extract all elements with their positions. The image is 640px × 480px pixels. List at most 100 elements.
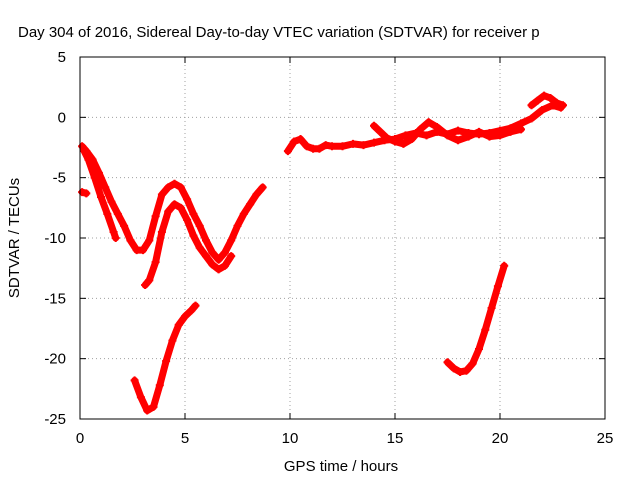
data-series (80, 147, 120, 242)
data-point (370, 121, 378, 130)
data-point (464, 132, 473, 141)
data-point (174, 320, 183, 329)
data-point (111, 234, 120, 242)
data-point (103, 209, 112, 218)
data-point (149, 402, 158, 411)
data-series (78, 142, 267, 264)
data-point (462, 366, 471, 375)
data-point (559, 101, 567, 110)
data-point (183, 195, 192, 204)
data-point (376, 127, 385, 136)
data-point (157, 227, 166, 236)
data-point (157, 190, 166, 199)
data-point (246, 200, 255, 209)
grid (80, 57, 605, 419)
data-point (359, 141, 368, 150)
y-tick-label: -15 (44, 290, 66, 307)
data-point (151, 212, 160, 221)
data-series (443, 261, 509, 376)
data-point (391, 137, 399, 146)
data-point (189, 231, 198, 240)
y-tick-label: -25 (44, 411, 66, 428)
data-point (195, 221, 204, 230)
data-point (290, 137, 299, 146)
series-band (78, 142, 267, 264)
data-point (546, 94, 555, 103)
data-point (202, 236, 210, 245)
data-point (145, 236, 154, 245)
data-series (370, 118, 525, 148)
y-axis-label: SDTVAR / TECUs (6, 178, 23, 298)
data-point (80, 147, 89, 156)
data-point (214, 255, 223, 264)
data-point (176, 183, 185, 192)
data-point (456, 367, 465, 376)
chart-title: Day 304 of 2016, Sidereal Day-to-day VTE… (18, 24, 540, 41)
data-point (527, 101, 536, 110)
x-tick-label: 25 (597, 430, 614, 447)
data-point (113, 209, 122, 218)
x-tick-label: 0 (76, 430, 84, 447)
data-point (162, 357, 171, 366)
data-point (552, 98, 561, 107)
data-point (220, 248, 229, 257)
data-point (109, 227, 118, 236)
data-point (183, 215, 192, 224)
data-point (82, 189, 91, 198)
data-point (181, 312, 189, 321)
data-point (168, 336, 177, 345)
ticks: 0 5 10 15 20 25 5 0 -5 -10 -15 -20 -25 (44, 49, 613, 447)
data-point (202, 252, 210, 261)
data-point (321, 141, 330, 150)
data-point (187, 306, 196, 315)
data-point (136, 393, 145, 402)
data-point (252, 190, 261, 199)
data-point (443, 131, 452, 140)
data-point (258, 183, 267, 192)
data-point (151, 258, 160, 267)
data-point (84, 155, 93, 164)
data-point (496, 131, 504, 140)
data-point (538, 106, 546, 115)
data-point (164, 207, 173, 216)
data-point (139, 246, 147, 255)
data-point (399, 139, 408, 148)
data-point (208, 260, 217, 269)
data-point (416, 125, 425, 134)
x-axis-label: GPS time / hours (284, 458, 398, 475)
data-point (101, 183, 110, 192)
data-point (90, 173, 99, 182)
data-layer (78, 91, 567, 415)
data-point (227, 252, 236, 261)
data-point (370, 138, 378, 147)
data-point (401, 131, 410, 140)
data-point (302, 142, 311, 151)
data-point (424, 118, 433, 127)
data-point (506, 127, 515, 136)
data-series (78, 188, 91, 198)
data-point (233, 221, 242, 230)
data-point (164, 183, 173, 192)
data-point (382, 133, 391, 142)
data-point (120, 221, 129, 230)
data-point (189, 209, 198, 218)
x-tick-label: 20 (492, 430, 509, 447)
data-point (126, 236, 135, 245)
data-point (433, 122, 441, 131)
series-band (131, 302, 199, 415)
data-point (487, 303, 496, 312)
data-point (195, 243, 204, 252)
data-point (141, 281, 150, 290)
data-point (527, 114, 536, 123)
y-tick-label: -20 (44, 351, 66, 368)
data-point (107, 197, 116, 206)
data-point (407, 135, 416, 144)
data-point (475, 127, 483, 136)
data-point (208, 248, 217, 257)
data-point (191, 301, 200, 310)
data-point (349, 139, 357, 148)
data-series (130, 301, 200, 415)
data-point (468, 359, 477, 368)
data-point (443, 358, 452, 367)
data-point (97, 192, 105, 201)
